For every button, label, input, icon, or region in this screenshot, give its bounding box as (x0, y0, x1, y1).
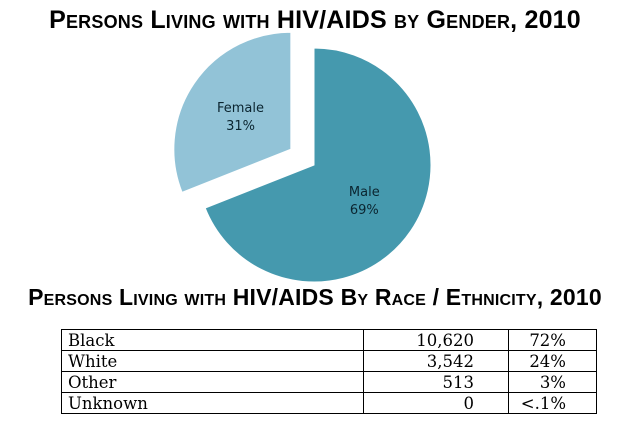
pie-slices (173, 31, 432, 283)
pie-slice-male (204, 47, 432, 283)
count-cell: 3,542 (363, 350, 509, 372)
pie-slice-female (173, 31, 292, 193)
slice-value-female: 31% (226, 119, 255, 134)
percent-cell: 3% (508, 371, 597, 393)
table-row: Unknown 0 <.1% (61, 392, 597, 414)
pie-labels: Male 69% Female 31% (217, 101, 380, 218)
table-row: Other 513 3% (61, 371, 597, 393)
count-cell: 0 (363, 392, 509, 414)
slice-value-male: 69% (350, 203, 379, 218)
count-cell: 10,620 (363, 329, 509, 351)
race-cell: White (61, 350, 364, 372)
gender-pie-chart: Male 69% Female 31% (173, 31, 432, 283)
percent-cell: 24% (508, 350, 597, 372)
slice-label-female: Female (217, 101, 264, 116)
race-cell: Black (61, 329, 364, 351)
race-table-title: Persons Living with HIV/AIDS By Race / E… (28, 284, 602, 310)
gender-chart-title: Persons Living with HIV/AIDS by Gender, … (49, 6, 581, 34)
table-row: Black 10,620 72% (61, 329, 597, 351)
percent-cell: 72% (508, 329, 597, 351)
race-cell: Unknown (61, 392, 364, 414)
count-cell: 513 (363, 371, 509, 393)
table-row: White 3,542 24% (61, 350, 597, 372)
race-cell: Other (61, 371, 364, 393)
race-ethnicity-table: Black 10,620 72% White 3,542 24% Other 5… (61, 329, 597, 414)
percent-cell: <.1% (508, 392, 597, 414)
slice-label-male: Male (349, 185, 380, 200)
